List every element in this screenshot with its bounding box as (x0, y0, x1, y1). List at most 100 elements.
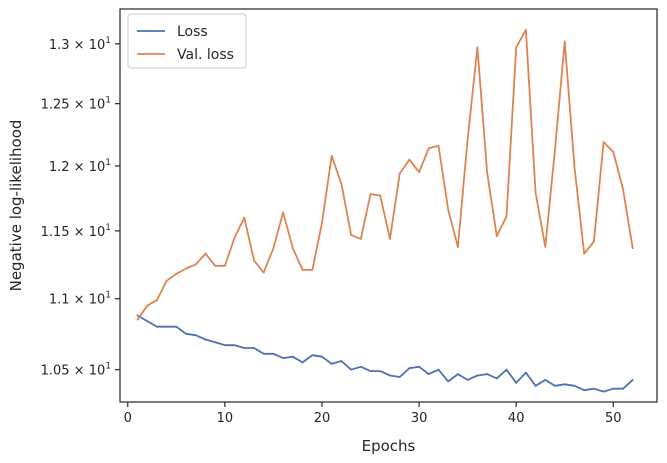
data-point (544, 378, 547, 381)
data-point (534, 384, 537, 387)
data-point (418, 365, 420, 368)
y-tick-label: 1.15 × 101 (41, 223, 111, 240)
data-point (340, 182, 343, 185)
y-tick-exponent: 1 (105, 362, 111, 372)
data-point (214, 264, 217, 267)
data-point (194, 263, 197, 266)
y-tick-base: 10 (89, 98, 106, 113)
data-point (515, 381, 518, 384)
data-point (321, 355, 323, 358)
data-point (563, 383, 566, 386)
y-tick-exponent: 1 (105, 96, 111, 106)
x-tick-label: 10 (217, 411, 234, 426)
legend-label: Loss (177, 24, 208, 40)
data-point (350, 368, 353, 371)
data-point (612, 151, 615, 153)
y-tick-mantissa: 1.05 (41, 364, 70, 379)
data-point (272, 247, 275, 250)
data-point (204, 338, 207, 341)
data-point (243, 347, 246, 349)
data-point (262, 352, 265, 355)
data-point (175, 325, 178, 328)
data-point (602, 141, 605, 143)
y-tick-times: × (70, 38, 89, 53)
data-point (253, 347, 255, 349)
data-point (330, 154, 333, 157)
data-point (379, 370, 382, 373)
data-point (194, 334, 197, 337)
data-point (457, 373, 459, 375)
y-tick-label: 1.05 × 101 (41, 362, 111, 379)
x-axis-ticks: 0 10 20 30 40 50 (124, 402, 622, 426)
data-point (321, 222, 323, 224)
data-point (146, 320, 149, 322)
data-point (437, 144, 440, 147)
x-tick-label: 0 (124, 411, 132, 426)
data-point (583, 252, 586, 255)
data-point (311, 268, 314, 271)
data-point (447, 208, 450, 211)
data-point (233, 344, 236, 347)
data-point (398, 376, 401, 378)
data-point (223, 264, 226, 267)
y-tick-mantissa: 1.25 (41, 98, 70, 113)
y-tick-base: 10 (89, 38, 106, 53)
data-point (495, 235, 498, 238)
data-point (136, 314, 139, 317)
data-point (583, 389, 586, 392)
series-loss (136, 314, 634, 393)
data-point (418, 171, 420, 174)
series-line (137, 314, 634, 393)
data-point (330, 362, 333, 365)
y-tick-times: × (70, 364, 89, 379)
data-point (146, 304, 149, 307)
y-tick-mantissa: 1.2 (49, 160, 70, 175)
data-point (408, 367, 411, 370)
data-point (282, 357, 285, 360)
data-point (185, 267, 187, 270)
data-point (369, 193, 372, 196)
data-point (301, 361, 304, 364)
y-tick-exponent: 1 (105, 158, 111, 168)
data-point (437, 368, 440, 371)
data-point (427, 373, 430, 375)
y-tick-base: 10 (89, 364, 106, 379)
data-point (272, 352, 275, 355)
x-tick-label: 20 (314, 411, 331, 426)
data-point (476, 46, 479, 49)
data-point (243, 216, 246, 219)
y-tick-base: 10 (89, 225, 106, 240)
x-tick-label: 30 (411, 411, 428, 426)
y-tick-exponent: 1 (105, 291, 111, 301)
data-point (223, 344, 226, 347)
x-tick-label: 40 (508, 411, 525, 426)
data-point (156, 325, 158, 328)
data-point (311, 354, 314, 357)
data-point (476, 374, 479, 377)
data-point (291, 355, 294, 358)
data-point (525, 371, 527, 374)
data-point (359, 237, 362, 240)
y-tick-times: × (70, 98, 89, 113)
data-point (592, 387, 595, 390)
y-tick-times: × (70, 160, 89, 175)
series-lines (136, 28, 634, 393)
y-tick-mantissa: 1.15 (41, 225, 70, 240)
y-tick-label: 1.25 × 101 (41, 96, 111, 113)
y-tick-base: 10 (89, 160, 106, 175)
data-point (369, 370, 372, 373)
y-tick-label: 1.3 × 101 (49, 36, 111, 53)
series-val-loss (136, 28, 634, 321)
y-tick-mantissa: 1.3 (49, 38, 70, 53)
data-point (185, 332, 187, 335)
data-point (515, 46, 518, 49)
data-point (340, 360, 343, 362)
data-point (486, 171, 488, 174)
data-point (631, 378, 634, 381)
series-line (136, 28, 634, 321)
data-point (544, 245, 547, 248)
data-point (175, 273, 178, 275)
data-point (359, 365, 362, 368)
y-tick-exponent: 1 (105, 36, 111, 46)
data-point (408, 158, 411, 161)
